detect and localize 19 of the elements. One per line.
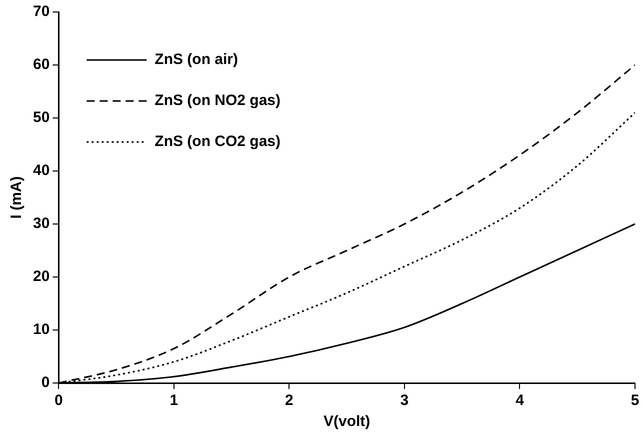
y-tick-label: 40 bbox=[32, 162, 50, 180]
legend-label: ZnS (on CO2 gas) bbox=[154, 133, 281, 150]
y-axis-title: I (mA) bbox=[8, 176, 26, 219]
x-tick-label: 0 bbox=[54, 392, 63, 410]
x-tick-label: 5 bbox=[630, 392, 640, 410]
y-tick-label: 20 bbox=[32, 268, 50, 286]
legend-label: ZnS (on NO2 gas) bbox=[154, 92, 281, 110]
y-tick-label: 60 bbox=[32, 56, 50, 74]
x-tick-label: 4 bbox=[516, 392, 525, 410]
legend-label: ZnS (on air) bbox=[154, 51, 238, 68]
y-tick-label: 10 bbox=[32, 321, 50, 338]
x-tick-label: 1 bbox=[170, 392, 178, 410]
y-tick-label: 70 bbox=[32, 3, 50, 20]
x-axis-title: V(volt) bbox=[324, 413, 370, 430]
x-tick-label: 2 bbox=[285, 392, 294, 410]
y-tick-label: 50 bbox=[32, 109, 50, 126]
y-tick-label: 0 bbox=[41, 374, 50, 392]
x-tick-label: 3 bbox=[400, 392, 409, 410]
y-tick-label: 30 bbox=[32, 215, 50, 232]
